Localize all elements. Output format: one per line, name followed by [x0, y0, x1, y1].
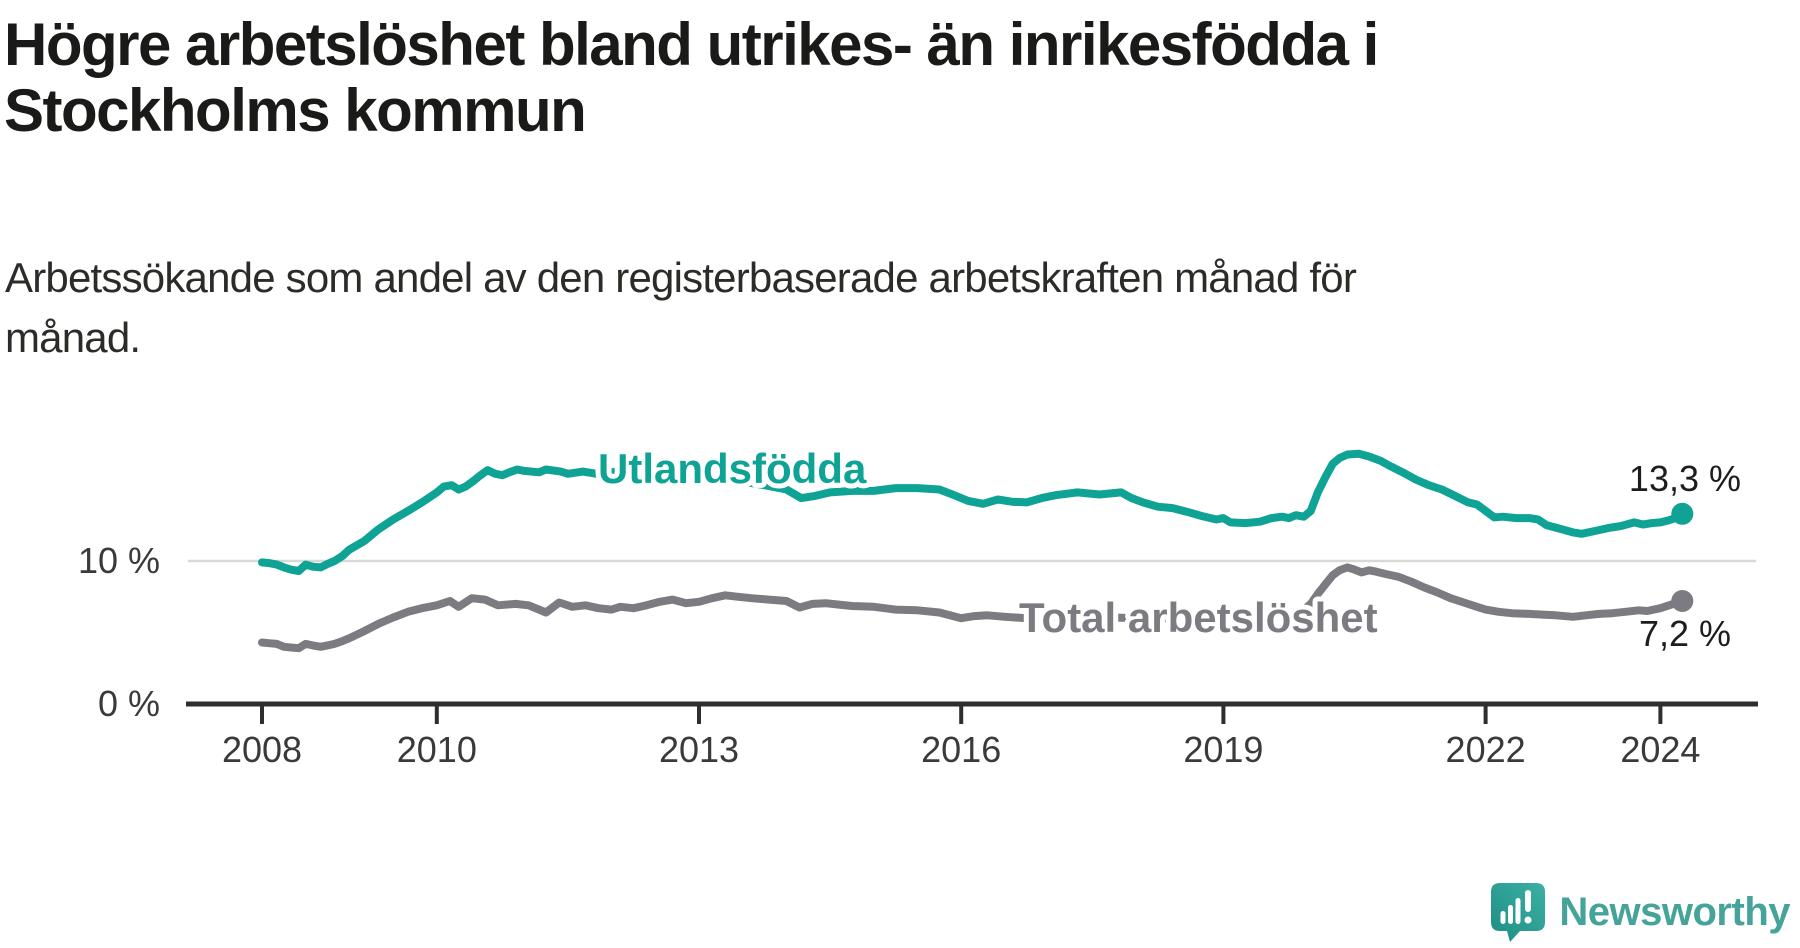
series-utlandsfodda-end-dot	[1671, 502, 1694, 525]
x-tick-label: 2016	[921, 729, 1001, 770]
bar-icon-large	[1515, 898, 1521, 924]
chart-subtitle-line2: månad.	[5, 314, 141, 361]
series-total-line	[258, 563, 1687, 653]
newsworthy-logo-icon	[1490, 882, 1546, 942]
series-label-utlandsfodda: Utlandsfödda	[598, 445, 867, 492]
end-value-total: 7,2 %	[1639, 613, 1731, 654]
chart-subtitle-line1: Arbetssökande som andel av den registerb…	[5, 254, 1357, 301]
end-value-utlandsfodda: 13,3 %	[1629, 458, 1741, 499]
x-tick-label: 2024	[1620, 729, 1700, 770]
chart-title-line2: Stockholms kommun	[4, 77, 587, 144]
x-tick-label: 2022	[1446, 729, 1526, 770]
newsworthy-logo-text: Newsworthy	[1559, 889, 1790, 934]
x-tick-label: 2019	[1183, 729, 1263, 770]
bar-icon-medium	[1508, 905, 1514, 924]
x-tick-label: 2008	[222, 729, 302, 770]
series-total-end-dot	[1671, 590, 1694, 612]
x-tick-label: 2013	[659, 729, 739, 770]
x-axis-ticks: 2008 2010 2013 2016 2019 2022 2024	[222, 704, 1700, 770]
exclamation-dot-icon	[1524, 916, 1532, 924]
newsworthy-logo[interactable]: Newsworthy	[1490, 882, 1790, 942]
bar-icon-small	[1500, 911, 1506, 924]
chart-title-line1: Högre arbetslöshet bland utrikes- än inr…	[4, 11, 1379, 78]
chart-title: Högre arbetslöshet bland utrikes- än inr…	[4, 11, 1379, 144]
x-tick-label: 2010	[397, 729, 477, 770]
y-tick-label-0: 0 %	[98, 683, 160, 724]
series-utlandsfodda-line	[258, 449, 1687, 575]
exclamation-bar-icon	[1525, 890, 1532, 912]
series-label-total: Total arbetslöshet	[1019, 594, 1378, 641]
chart-subtitle: Arbetssökande som andel av den registerb…	[5, 248, 1357, 368]
y-tick-label-10: 10 %	[78, 540, 160, 581]
